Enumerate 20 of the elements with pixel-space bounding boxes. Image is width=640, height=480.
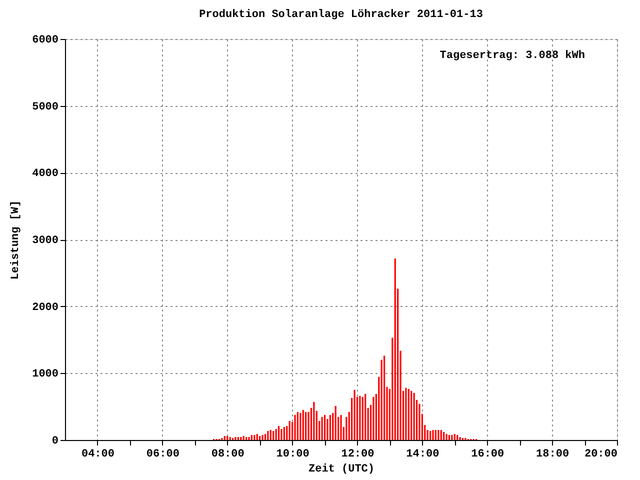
x-tick-label: 12:00 (341, 448, 374, 460)
x-tick-label: 04:00 (81, 448, 114, 460)
chart-title: Produktion Solaranlage Löhracker 2011-01-13 (199, 9, 484, 21)
x-tick-label: 10:00 (276, 448, 310, 460)
x-tick-label: 06:00 (146, 448, 180, 460)
x-axis-title: Zeit (UTC) (308, 464, 375, 476)
x-tick-label: 08:00 (211, 448, 244, 460)
x-tick-label: 16:00 (471, 448, 504, 460)
y-tick-label: 4000 (32, 168, 58, 180)
y-tick-label: 1000 (32, 368, 58, 381)
x-tick-label: 18:00 (536, 448, 570, 460)
y-tick-label: 2000 (32, 302, 58, 314)
y-tick-label: 0 (52, 436, 58, 448)
annotation: Tagesertrag: 3.088 kWh (440, 50, 585, 62)
y-axis-title: Leistung [W] (10, 200, 22, 280)
y-tick-label: 5000 (32, 101, 58, 114)
y-tick-label: 3000 (32, 235, 58, 247)
y-tick-label: 6000 (32, 34, 58, 46)
x-tick-label: 20:00 (584, 448, 618, 460)
x-tick-label: 14:00 (406, 448, 440, 460)
